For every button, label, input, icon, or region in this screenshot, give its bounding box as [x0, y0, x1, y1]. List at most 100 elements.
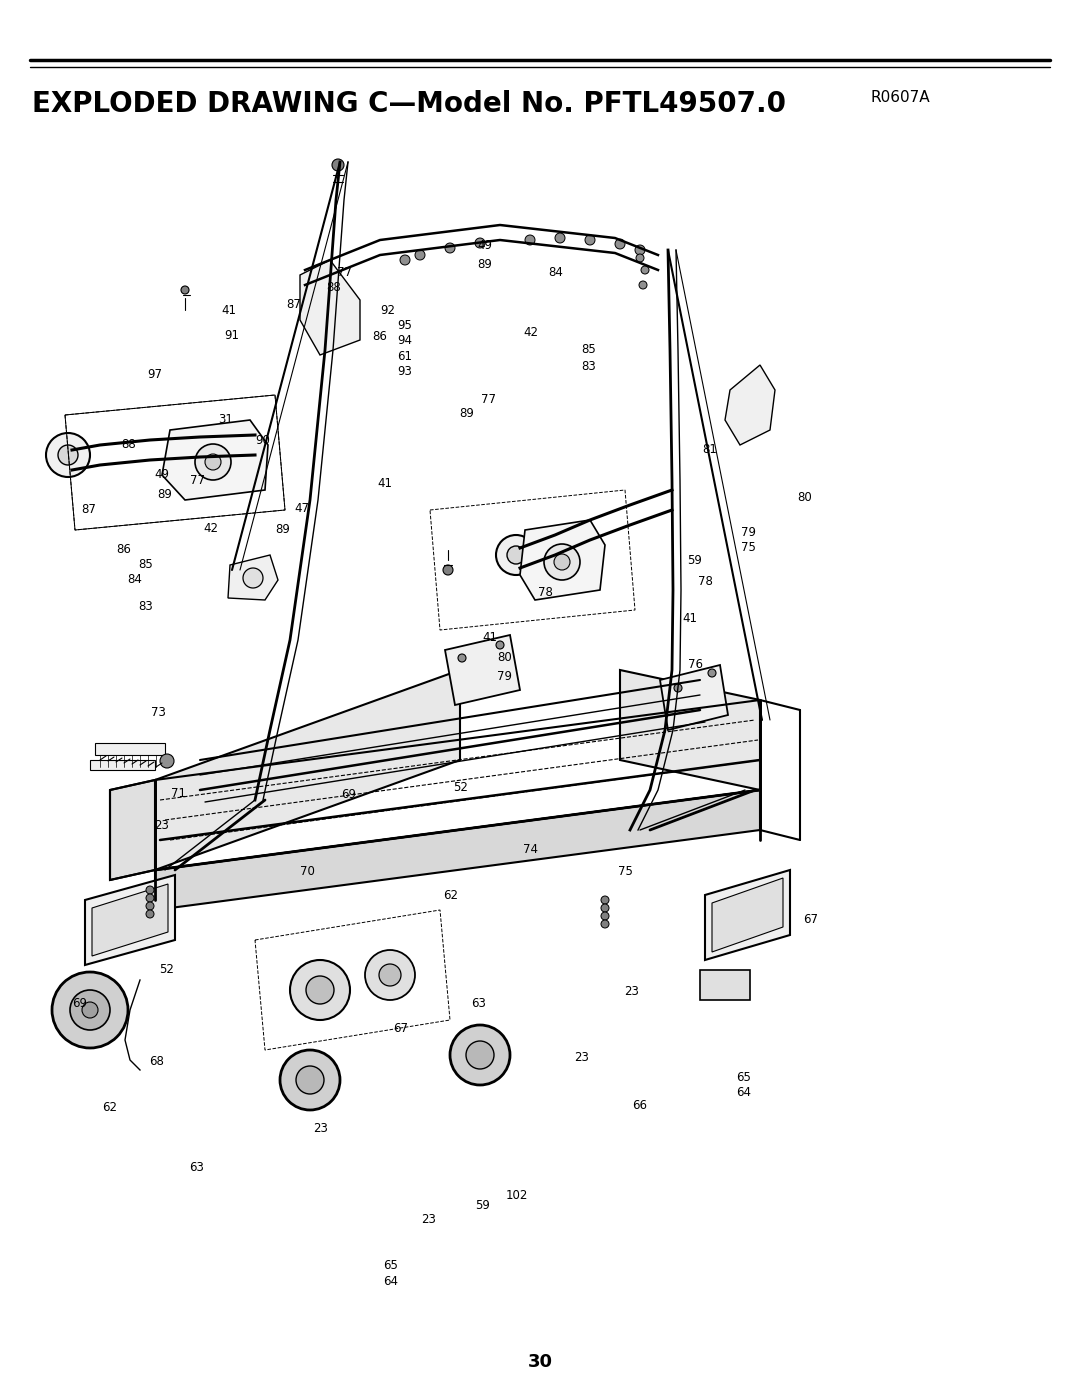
Circle shape — [636, 254, 644, 263]
Circle shape — [600, 912, 609, 921]
Bar — [90, 760, 156, 770]
Text: 77: 77 — [481, 393, 496, 407]
Text: 23: 23 — [575, 1051, 590, 1065]
Text: 47: 47 — [295, 502, 310, 515]
Text: 23: 23 — [313, 1122, 328, 1136]
Circle shape — [306, 977, 334, 1004]
Text: 41: 41 — [483, 630, 498, 644]
Circle shape — [708, 669, 716, 678]
Text: 83: 83 — [581, 359, 596, 373]
Circle shape — [365, 950, 415, 1000]
Polygon shape — [300, 260, 360, 355]
Text: 87: 87 — [81, 503, 96, 517]
Circle shape — [600, 895, 609, 904]
Circle shape — [291, 960, 350, 1020]
Text: 79: 79 — [741, 525, 756, 539]
Text: 41: 41 — [683, 612, 698, 626]
Text: 64: 64 — [383, 1274, 399, 1288]
Text: 63: 63 — [471, 996, 486, 1010]
Text: 42: 42 — [524, 326, 539, 339]
Text: 66: 66 — [632, 1098, 647, 1112]
Circle shape — [507, 546, 525, 564]
Text: R0607A: R0607A — [870, 89, 930, 105]
Text: 89: 89 — [459, 407, 474, 420]
Text: 89: 89 — [477, 257, 492, 271]
Text: 76: 76 — [688, 658, 703, 672]
Circle shape — [674, 685, 681, 692]
Text: 65: 65 — [383, 1259, 399, 1273]
Circle shape — [146, 894, 154, 902]
Text: 86: 86 — [117, 542, 132, 556]
Text: 41: 41 — [377, 476, 392, 490]
Text: 102: 102 — [505, 1189, 528, 1203]
Text: 90: 90 — [255, 433, 270, 447]
Text: 23: 23 — [421, 1213, 436, 1227]
Text: 92: 92 — [380, 303, 395, 317]
Polygon shape — [445, 636, 519, 705]
Circle shape — [458, 654, 465, 662]
Text: 85: 85 — [581, 342, 596, 356]
Circle shape — [600, 921, 609, 928]
Circle shape — [280, 1051, 340, 1111]
Text: 73: 73 — [151, 705, 166, 719]
Circle shape — [205, 454, 221, 469]
Polygon shape — [660, 665, 728, 731]
Circle shape — [160, 754, 174, 768]
Text: 83: 83 — [138, 599, 153, 613]
Circle shape — [642, 265, 649, 274]
Text: 77: 77 — [337, 265, 352, 279]
Circle shape — [400, 256, 410, 265]
Polygon shape — [725, 365, 775, 446]
Text: 74: 74 — [523, 842, 538, 856]
Text: 84: 84 — [127, 573, 143, 587]
Circle shape — [195, 444, 231, 481]
Text: 62: 62 — [443, 888, 458, 902]
Circle shape — [181, 286, 189, 293]
Polygon shape — [92, 884, 168, 956]
Text: 69: 69 — [72, 996, 87, 1010]
Text: 68: 68 — [149, 1055, 164, 1069]
Circle shape — [555, 233, 565, 243]
Circle shape — [296, 1066, 324, 1094]
Polygon shape — [519, 520, 605, 599]
Text: 49: 49 — [477, 239, 492, 253]
Circle shape — [82, 1002, 98, 1018]
Text: 75: 75 — [741, 541, 756, 555]
Circle shape — [554, 555, 570, 570]
Text: 67: 67 — [804, 912, 819, 926]
Circle shape — [475, 237, 485, 249]
Circle shape — [465, 1041, 494, 1069]
Circle shape — [379, 964, 401, 986]
Polygon shape — [712, 877, 783, 951]
Polygon shape — [228, 555, 278, 599]
Circle shape — [635, 244, 645, 256]
Circle shape — [58, 446, 78, 465]
Circle shape — [70, 990, 110, 1030]
Text: 93: 93 — [397, 365, 413, 379]
Text: 85: 85 — [138, 557, 153, 571]
Text: 79: 79 — [497, 669, 512, 683]
Text: 49: 49 — [154, 468, 170, 482]
Circle shape — [146, 886, 154, 894]
Text: 30: 30 — [527, 1354, 553, 1370]
Circle shape — [146, 909, 154, 918]
Text: 31: 31 — [218, 412, 233, 426]
Text: 64: 64 — [737, 1085, 752, 1099]
Text: 80: 80 — [797, 490, 812, 504]
Text: 61: 61 — [397, 349, 413, 363]
Text: 71: 71 — [171, 787, 186, 800]
Text: 97: 97 — [147, 367, 162, 381]
Text: EXPLODED DRAWING C—Model No. PFTL49507.0: EXPLODED DRAWING C—Model No. PFTL49507.0 — [32, 89, 786, 117]
Circle shape — [496, 641, 504, 650]
Text: 88: 88 — [326, 281, 341, 295]
Polygon shape — [156, 789, 760, 909]
Text: 59: 59 — [475, 1199, 490, 1213]
Polygon shape — [156, 671, 460, 870]
Text: 80: 80 — [497, 651, 512, 665]
Polygon shape — [110, 780, 156, 880]
Text: 87: 87 — [286, 298, 301, 312]
Circle shape — [615, 239, 625, 249]
Circle shape — [146, 902, 154, 909]
Text: 52: 52 — [454, 781, 469, 795]
Bar — [700, 970, 750, 1000]
